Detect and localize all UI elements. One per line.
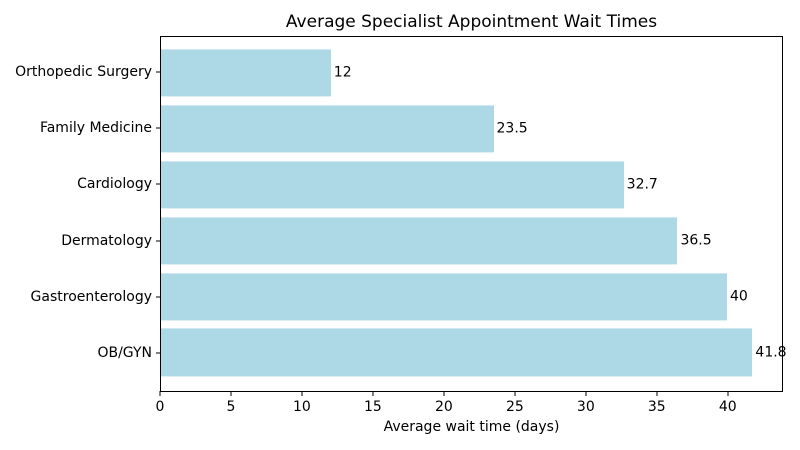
x-tick-label-0: 0 [155,399,165,415]
x-tick-mark [514,391,516,396]
y-axis-labels: Orthopedic Surgery Family Medicine Cardiol… [0,36,152,392]
bar-family-medicine [161,105,494,153]
x-tick-label-35: 35 [647,399,666,415]
y-tick-mark [156,127,160,129]
x-axis-title: Average wait time (days) [383,419,560,435]
bar-value-label: 41.8 [755,344,787,361]
x-tick-label-20: 20 [434,399,453,415]
y-tick-label-orthopedic-surgery: Orthopedic Surgery [15,63,152,80]
x-tick-mark [372,391,374,396]
bar-value-label: 23.5 [496,120,528,137]
x-tick-label-40: 40 [718,399,737,415]
chart-title: Average Specialist Appointment Wait Time… [285,12,658,32]
y-tick-label-cardiology: Cardiology [77,176,152,193]
x-axis-tick-labels: 0 5 10 15 20 25 30 35 40 [156,399,783,417]
x-tick-mark [443,391,445,396]
bar-ob-gyn [161,328,753,377]
y-tick-mark [156,71,160,73]
bar-row-family-medicine: 23.5 [161,105,782,153]
bar-gastroenterology [161,272,727,321]
x-tick-mark [656,391,658,396]
y-tick-label-family-medicine: Family Medicine [39,120,152,137]
y-tick-mark [156,240,160,242]
bar-orthopedic-surgery [161,49,331,97]
bar-row-ob-gyn: 41.8 [161,328,787,377]
y-tick-mark [156,183,160,185]
bar-cardiology [161,161,624,209]
bar-row-orthopedic-surgery: 12 [161,49,782,97]
x-tick-label-10: 10 [293,399,311,415]
bar-value-label: 32.7 [626,176,658,193]
bar-row-cardiology: 32.7 [161,161,782,209]
y-tick-mark [156,296,160,298]
y-tick-mark [156,352,160,354]
bar-dermatology [161,216,678,265]
bar-value-label: 36.5 [680,232,712,249]
bar-row-gastroenterology: 40 [161,272,782,321]
x-tick-mark [230,391,232,396]
x-tick-label-30: 30 [576,399,595,415]
y-tick-label-gastroenterology: Gastroenterology [30,288,152,305]
y-tick-label-dermatology: Dermatology [61,232,152,249]
x-tick-label-5: 5 [226,399,236,415]
bar-value-label: 12 [333,64,352,81]
x-tick-mark [159,391,161,396]
x-tick-label-25: 25 [505,399,524,415]
x-axis-ticks [159,391,783,396]
y-axis-ticks [156,36,160,392]
x-tick-mark [727,391,729,396]
x-tick-mark [585,391,587,396]
plot-area: 12 23.5 32.7 36.5 40 41.8 [160,36,787,392]
x-tick-label-15: 15 [363,399,382,415]
bar-value-label: 40 [729,288,748,305]
x-tick-mark [301,391,303,396]
y-tick-label-ob-gyn: OB/GYN [97,345,152,362]
bar-row-dermatology: 36.5 [161,216,782,265]
